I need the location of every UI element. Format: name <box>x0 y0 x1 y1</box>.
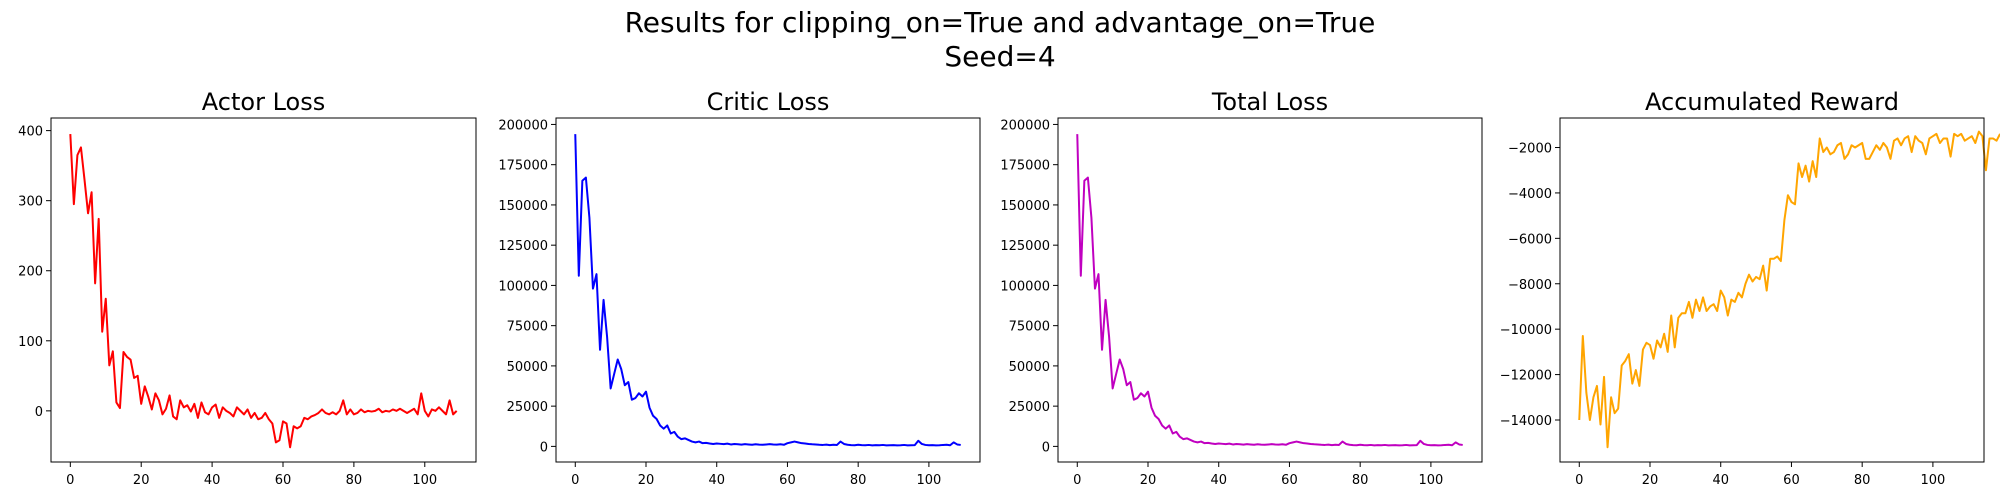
y-tick-label: −2000 <box>1508 142 1552 157</box>
x-tick-label: 60 <box>1281 473 1298 488</box>
x-tick-label: 60 <box>275 473 292 488</box>
y-tick-label: −12000 <box>1500 369 1552 384</box>
y-tick-label: −14000 <box>1500 414 1552 429</box>
y-tick-label: 175000 <box>498 159 548 174</box>
figure-suptitle: Results for clipping_on=True and advanta… <box>0 6 2000 74</box>
axes-frame <box>50 117 477 463</box>
y-tick-label: 0 <box>35 405 43 420</box>
y-tick-label: 25000 <box>507 400 548 415</box>
y-tick-label: −10000 <box>1500 323 1552 338</box>
y-tick-label: 50000 <box>1009 360 1050 375</box>
y-tick-label: 200000 <box>498 118 548 133</box>
x-tick-label: 0 <box>66 473 74 488</box>
x-tick-label: 20 <box>133 473 150 488</box>
x-tick-label: 20 <box>1642 473 1659 488</box>
x-tick-label: 80 <box>850 473 867 488</box>
x-tick-label: 40 <box>708 473 725 488</box>
y-tick-label: 100 <box>18 335 43 350</box>
chart-panel-4: Accumulated Reward 0 20 40 60 80 100 −14000 −120… <box>1500 88 2000 488</box>
x-tick-label: 80 <box>1854 473 1871 488</box>
y-tick-label: 175000 <box>1000 159 1050 174</box>
x-tick-label: 60 <box>779 473 796 488</box>
x-tick-label: 100 <box>916 473 941 488</box>
y-tick-label: 75000 <box>507 320 548 335</box>
y-tick-label: 200000 <box>1000 118 1050 133</box>
chart-title: Critic Loss <box>707 88 830 116</box>
axes-frame <box>1057 117 1483 463</box>
x-tick-label: 40 <box>204 473 221 488</box>
x-tick-label: 60 <box>1783 473 1800 488</box>
suptitle-line-1: Results for clipping_on=True and advanta… <box>624 6 1376 39</box>
y-tick-label: 125000 <box>498 239 548 254</box>
y-tick-label: 300 <box>18 195 43 210</box>
x-tick-label: 40 <box>1210 473 1227 488</box>
x-tick-label: 40 <box>1712 473 1729 488</box>
x-tick-label: 0 <box>1073 473 1081 488</box>
axes-frame <box>555 117 981 463</box>
y-tick-label: 0 <box>540 440 548 455</box>
y-tick-label: −6000 <box>1508 232 1552 247</box>
y-tick-label: 25000 <box>1009 400 1050 415</box>
series-line <box>69 134 458 449</box>
x-tick-label: 0 <box>1575 473 1583 488</box>
axes-frame <box>1559 117 1985 463</box>
y-tick-label: 100000 <box>498 279 548 294</box>
x-tick-label: 0 <box>571 473 579 488</box>
y-tick-label: −8000 <box>1508 278 1552 293</box>
series-line <box>574 134 961 447</box>
y-tick-label: 400 <box>18 125 43 140</box>
x-tick-label: 20 <box>1140 473 1157 488</box>
y-tick-label: 150000 <box>498 199 548 214</box>
y-tick-label: 0 <box>1042 440 1050 455</box>
y-tick-label: −4000 <box>1508 187 1552 202</box>
y-tick-label: 200 <box>18 265 43 280</box>
x-tick-label: 100 <box>412 473 437 488</box>
chart-panel-2: Critic Loss 0 20 40 60 80 100 0 25000 50000 75000 1… <box>498 88 981 488</box>
x-tick-label: 80 <box>346 473 363 488</box>
x-tick-label: 20 <box>638 473 655 488</box>
chart-panel-3: Total Loss 0 20 40 60 80 100 0 25000 50000 75000 10… <box>1000 88 1483 488</box>
y-tick-label: 150000 <box>1000 199 1050 214</box>
series-line <box>1578 130 2000 449</box>
suptitle-line-2: Seed=4 <box>944 40 1056 73</box>
chart-title: Total Loss <box>1211 88 1328 116</box>
chart-title: Accumulated Reward <box>1645 88 1899 116</box>
chart-panel-1: Actor Loss 0 20 40 60 80 100 0 100 200 300 400 <box>18 88 477 488</box>
y-tick-label: 125000 <box>1000 239 1050 254</box>
y-tick-label: 75000 <box>1009 320 1050 335</box>
chart-title: Actor Loss <box>202 88 325 116</box>
series-line <box>1076 134 1463 447</box>
x-tick-label: 100 <box>1920 473 1945 488</box>
y-tick-label: 100000 <box>1000 279 1050 294</box>
x-tick-label: 100 <box>1418 473 1443 488</box>
y-tick-label: 50000 <box>507 360 548 375</box>
x-tick-label: 80 <box>1352 473 1369 488</box>
